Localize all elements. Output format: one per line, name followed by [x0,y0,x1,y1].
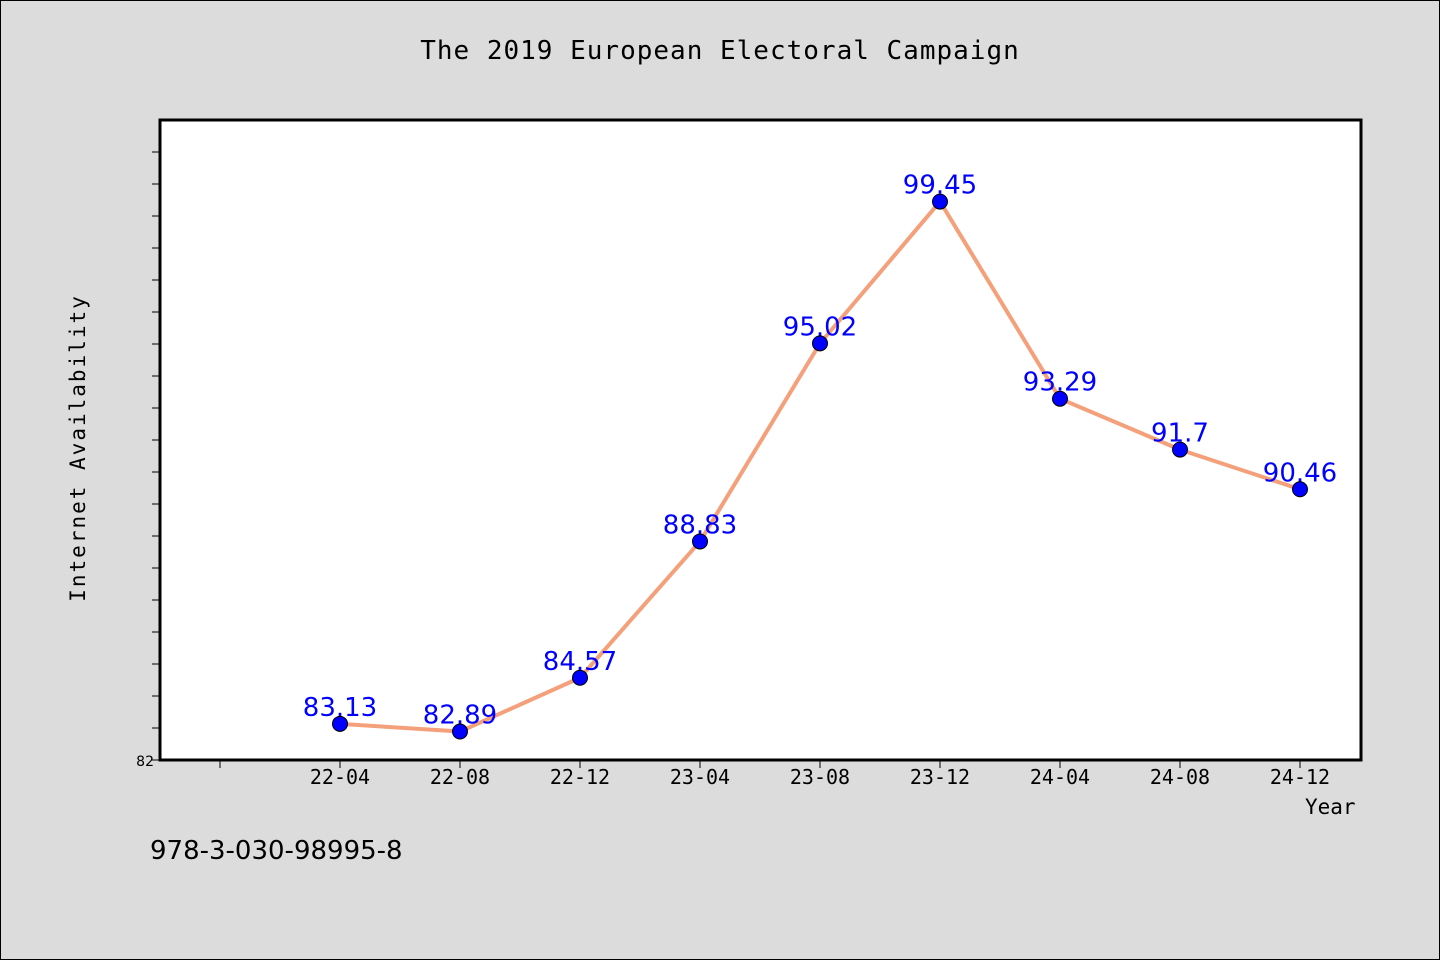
x-tick-label: 24-04 [1030,765,1090,789]
data-point [1172,441,1188,458]
x-tick-label: 22-08 [430,765,490,789]
data-point [1292,481,1308,498]
data-point [692,533,708,550]
x-tick-label: 22-04 [310,765,370,789]
y-tick-label: 82 [136,754,154,770]
x-tick-label: 23-08 [790,765,850,789]
isbn-text: 978-3-030-98995-8 [150,836,403,866]
data-point [332,715,348,732]
chart-title: The 2019 European Electoral Campaign [420,36,1020,66]
x-tick-label: 22-12 [550,765,610,789]
x-tick-label: 23-04 [670,765,730,789]
data-point [812,335,828,352]
x-tick-label: 24-12 [1270,765,1330,789]
x-tick-label: 24-08 [1150,765,1210,789]
data-point [932,193,948,210]
data-point [1052,390,1068,407]
x-axis-label: Year [1305,795,1356,819]
data-point [572,669,588,686]
plot-border [158,118,1363,762]
data-point [452,723,468,740]
x-tick-label: 23-12 [910,765,970,789]
